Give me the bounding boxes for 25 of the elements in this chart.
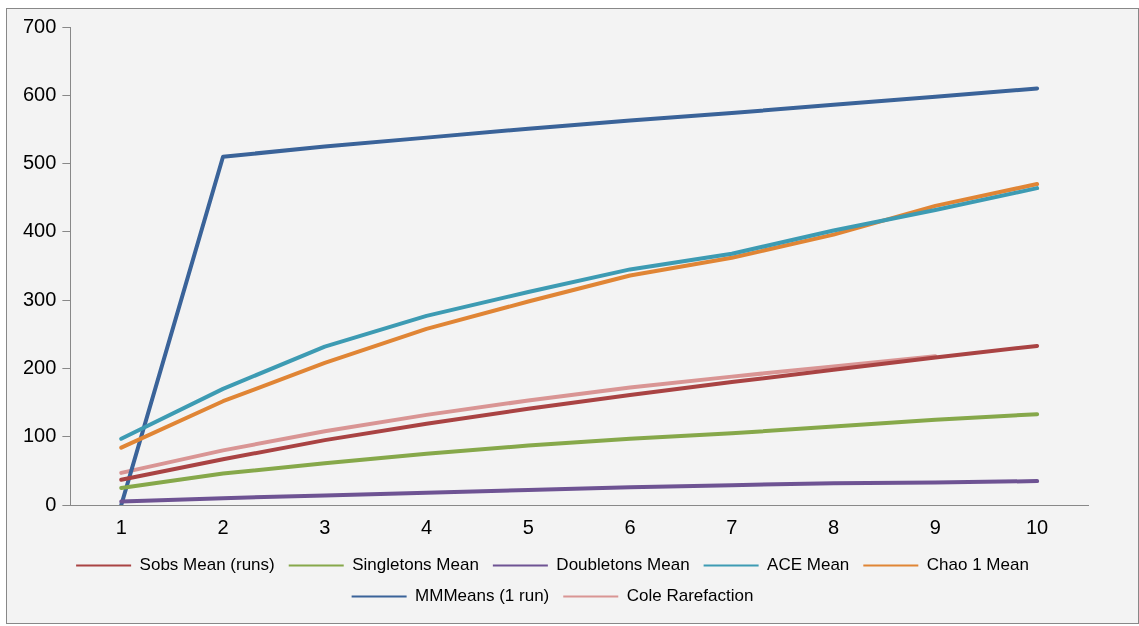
y-tick-label: 100 — [22, 424, 57, 447]
x-tick-label: 4 — [420, 515, 433, 538]
legend-label: ACE Mean — [767, 555, 850, 575]
y-tick-label: 700 — [22, 14, 57, 37]
legend-label: Cole Rarefaction — [626, 586, 754, 606]
y-tick-label: 500 — [22, 151, 57, 174]
legend-label: Sobs Mean (runs) — [139, 555, 275, 575]
legend-label: Singletons Mean — [352, 555, 479, 575]
x-tick-label: 10 — [1025, 515, 1049, 538]
y-tick-label: 600 — [22, 82, 57, 105]
y-tick-label: 0 — [45, 492, 57, 515]
x-tick-label: 3 — [319, 515, 331, 538]
y-tick-label: 400 — [22, 219, 57, 242]
x-tick-label: 7 — [726, 515, 738, 538]
x-tick-label: 1 — [115, 515, 127, 538]
legend-label: MMMeans (1 run) — [415, 586, 550, 606]
y-tick-label: 200 — [22, 355, 57, 378]
x-tick-label: 6 — [624, 515, 636, 538]
x-tick-label: 9 — [929, 515, 941, 538]
legend-label: Chao 1 Mean — [926, 555, 1029, 575]
x-tick-label: 5 — [522, 515, 534, 538]
legend-label: Doubletons Mean — [556, 555, 690, 575]
x-tick-label: 8 — [828, 515, 840, 538]
y-tick-label: 300 — [22, 287, 57, 310]
x-tick-label: 2 — [217, 515, 229, 538]
